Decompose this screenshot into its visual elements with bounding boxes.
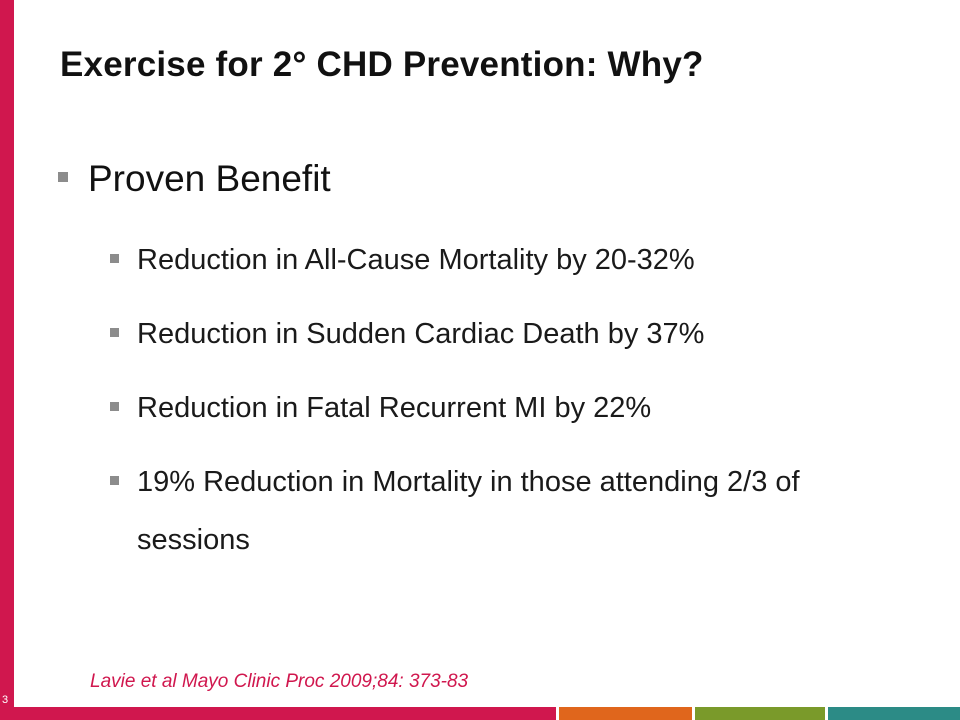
sub-bullet-text: 19% Reduction in Mortality in those atte… <box>137 466 800 556</box>
left-accent-bar <box>0 0 14 707</box>
list-item: Reduction in Sudden Cardiac Death by 37% <box>110 314 897 354</box>
square-bullet-icon <box>110 402 119 411</box>
list-item: 19% Reduction in Mortality in those atte… <box>110 462 897 569</box>
footer-color-bar <box>0 707 960 720</box>
sub-bullet-text: Reduction in Sudden Cardiac Death by 37% <box>137 318 705 350</box>
sub-bullet-list: Reduction in All-Cause Mortality by 20-3… <box>110 240 897 603</box>
slide-number: 3 <box>2 694 9 706</box>
list-item: Reduction in All-Cause Mortality by 20-3… <box>110 240 897 280</box>
footer-segment-orange <box>559 707 692 720</box>
list-item: Reduction in Fatal Recurrent MI by 22% <box>110 388 897 428</box>
footer-segment-red <box>0 707 557 720</box>
footer-segment-green <box>694 707 826 720</box>
square-bullet-icon <box>58 172 68 182</box>
citation: Lavie et al Mayo Clinic Proc 2009;84: 37… <box>90 671 469 692</box>
sub-bullet-text: Reduction in Fatal Recurrent MI by 22% <box>137 392 652 424</box>
square-bullet-icon <box>110 476 119 485</box>
square-bullet-icon <box>110 254 119 263</box>
square-bullet-icon <box>110 328 119 337</box>
slide-title: Exercise for 2° CHD Prevention: Why? <box>60 45 704 84</box>
main-bullet-text: Proven Benefit <box>88 158 331 199</box>
main-bullet: Proven Benefit <box>58 158 331 200</box>
sub-bullet-text: Reduction in All-Cause Mortality by 20-3… <box>137 244 695 276</box>
footer-segment-teal <box>828 707 960 720</box>
